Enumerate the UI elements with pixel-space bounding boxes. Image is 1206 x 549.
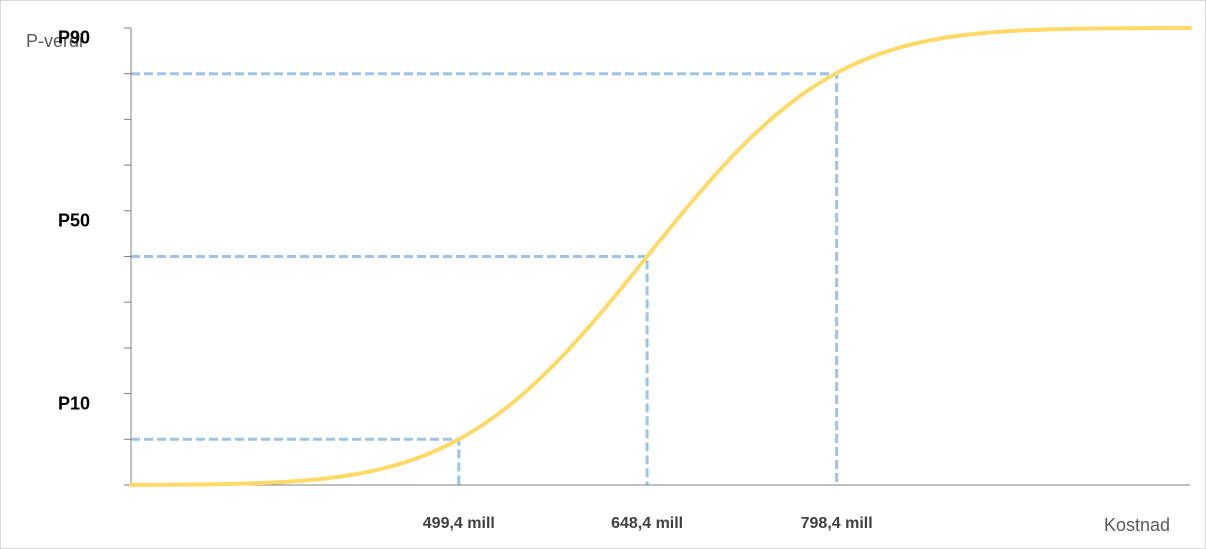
x-marker-label: 798,4 mill [801,515,873,532]
y-axis-title: P-verdi [26,31,83,51]
x-axis-labels: 499,4 mill 648,4 mill 798,4 mill [423,515,873,532]
y-percentile-label: P90 [58,28,90,48]
x-marker-label: 648,4 mill [611,515,683,532]
x-axis-title: Kostnad [1104,515,1170,535]
y-axis-labels: P10 P50 P90 [58,28,90,414]
guide-line [131,255,649,485]
cumulative-curve [129,26,1192,487]
y-percentile-label: P50 [58,211,90,231]
x-marker-label: 499,4 mill [423,515,495,532]
y-percentile-label: P10 [58,393,90,413]
